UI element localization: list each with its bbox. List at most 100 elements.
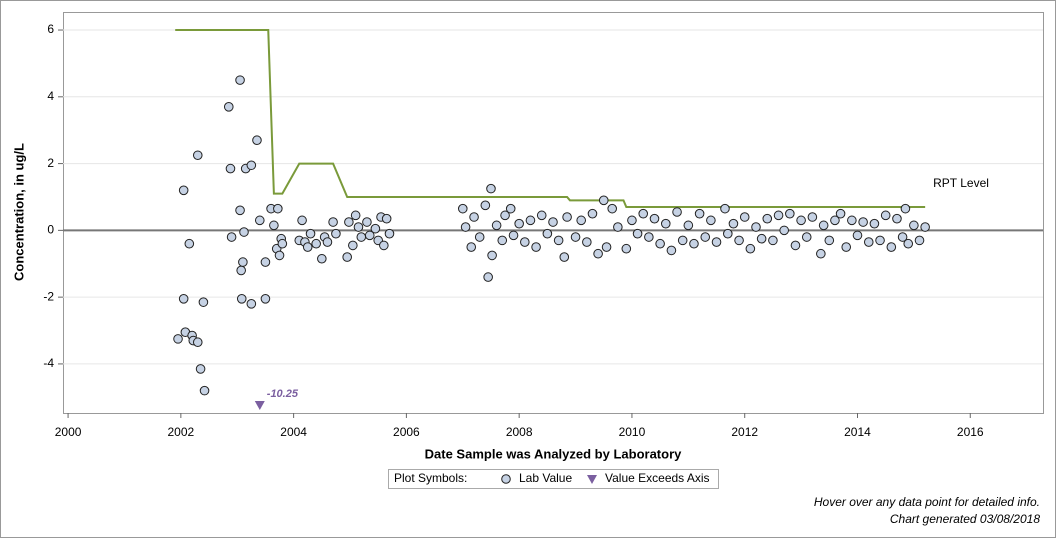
data-point — [598, 195, 609, 206]
data-point — [745, 243, 756, 254]
data-point — [311, 238, 321, 249]
y-tick-label: -2 — [43, 289, 54, 303]
data-point — [254, 215, 265, 226]
data-point — [548, 217, 558, 227]
data-point — [370, 223, 381, 234]
data-point — [192, 337, 203, 348]
data-point — [236, 265, 246, 276]
data-point — [342, 252, 352, 262]
data-point — [720, 203, 730, 214]
x-tick-label: 2002 — [167, 425, 194, 439]
exceed-label: -10.25 — [267, 388, 299, 400]
data-point — [801, 232, 812, 242]
data-point — [173, 334, 183, 344]
data-point — [302, 242, 313, 252]
data-point — [348, 240, 358, 251]
data-point — [239, 227, 249, 237]
data-point — [379, 240, 389, 251]
data-point — [601, 242, 612, 252]
data-point — [225, 163, 236, 174]
data-point — [487, 250, 497, 261]
data-point — [497, 235, 508, 246]
data-point — [722, 228, 733, 239]
data-point — [328, 217, 338, 227]
rpt-line — [175, 29, 926, 208]
x-tick-label: 2012 — [731, 425, 758, 439]
data-point — [739, 212, 750, 222]
data-point — [542, 228, 553, 239]
data-point — [852, 230, 863, 241]
data-point — [483, 272, 493, 282]
data-point — [773, 210, 784, 221]
data-point — [178, 294, 189, 304]
data-point — [480, 200, 491, 211]
data-point — [269, 220, 279, 231]
data-point — [672, 207, 682, 217]
data-point — [779, 225, 789, 236]
legend-symbol — [587, 475, 597, 484]
data-point — [344, 217, 354, 227]
data-point — [466, 242, 477, 252]
x-tick-label: 2008 — [506, 425, 533, 439]
data-point — [900, 203, 911, 214]
y-tick-label: 4 — [47, 89, 54, 103]
y-tick-label: 6 — [47, 22, 54, 36]
data-point — [178, 185, 189, 196]
data-point — [660, 218, 671, 229]
data-point — [632, 228, 643, 239]
data-point — [830, 215, 840, 226]
x-tick-label: 2014 — [844, 425, 871, 439]
data-point — [689, 238, 699, 249]
data-point — [236, 294, 247, 304]
x-tick-label: 2016 — [957, 425, 984, 439]
x-axis-label: Date Sample was Analyzed by Laboratory — [425, 446, 682, 461]
data-point — [531, 242, 541, 252]
data-point — [223, 102, 234, 112]
data-point — [514, 218, 524, 229]
data-point — [768, 235, 778, 246]
data-point — [582, 237, 592, 247]
data-point — [728, 218, 739, 229]
data-point — [486, 183, 496, 194]
data-point — [260, 294, 271, 304]
data-point — [666, 245, 677, 256]
data-point — [621, 243, 632, 254]
data-point — [356, 232, 367, 242]
data-point — [818, 220, 829, 231]
data-point — [353, 222, 364, 232]
data-point — [460, 222, 471, 232]
data-point — [638, 208, 649, 219]
data-point — [897, 232, 908, 242]
data-point — [235, 205, 245, 216]
data-point — [331, 228, 341, 239]
data-point — [914, 235, 925, 246]
data-point — [824, 235, 835, 246]
plot-frame — [63, 12, 1044, 414]
data-point — [305, 228, 316, 239]
data-point — [536, 210, 547, 221]
data-point — [246, 299, 257, 309]
data-point — [246, 160, 257, 171]
data-point — [297, 215, 307, 226]
data-point — [520, 237, 530, 247]
data-point — [706, 215, 716, 226]
data-point — [875, 235, 885, 246]
data-point — [816, 248, 826, 259]
data-point — [711, 237, 722, 247]
data-point — [644, 232, 654, 242]
data-point — [751, 222, 761, 232]
data-point — [238, 257, 248, 267]
data-point — [649, 213, 660, 224]
data-point — [909, 220, 919, 231]
data-point — [683, 220, 694, 231]
data-point — [474, 232, 485, 242]
data-point — [920, 222, 930, 232]
data-point — [734, 235, 744, 246]
data-point — [252, 135, 262, 146]
data-point — [570, 232, 581, 242]
data-point — [835, 208, 846, 219]
data-point — [627, 215, 637, 226]
legend-title: Plot Symbols: — [394, 471, 467, 485]
data-point — [491, 220, 502, 231]
